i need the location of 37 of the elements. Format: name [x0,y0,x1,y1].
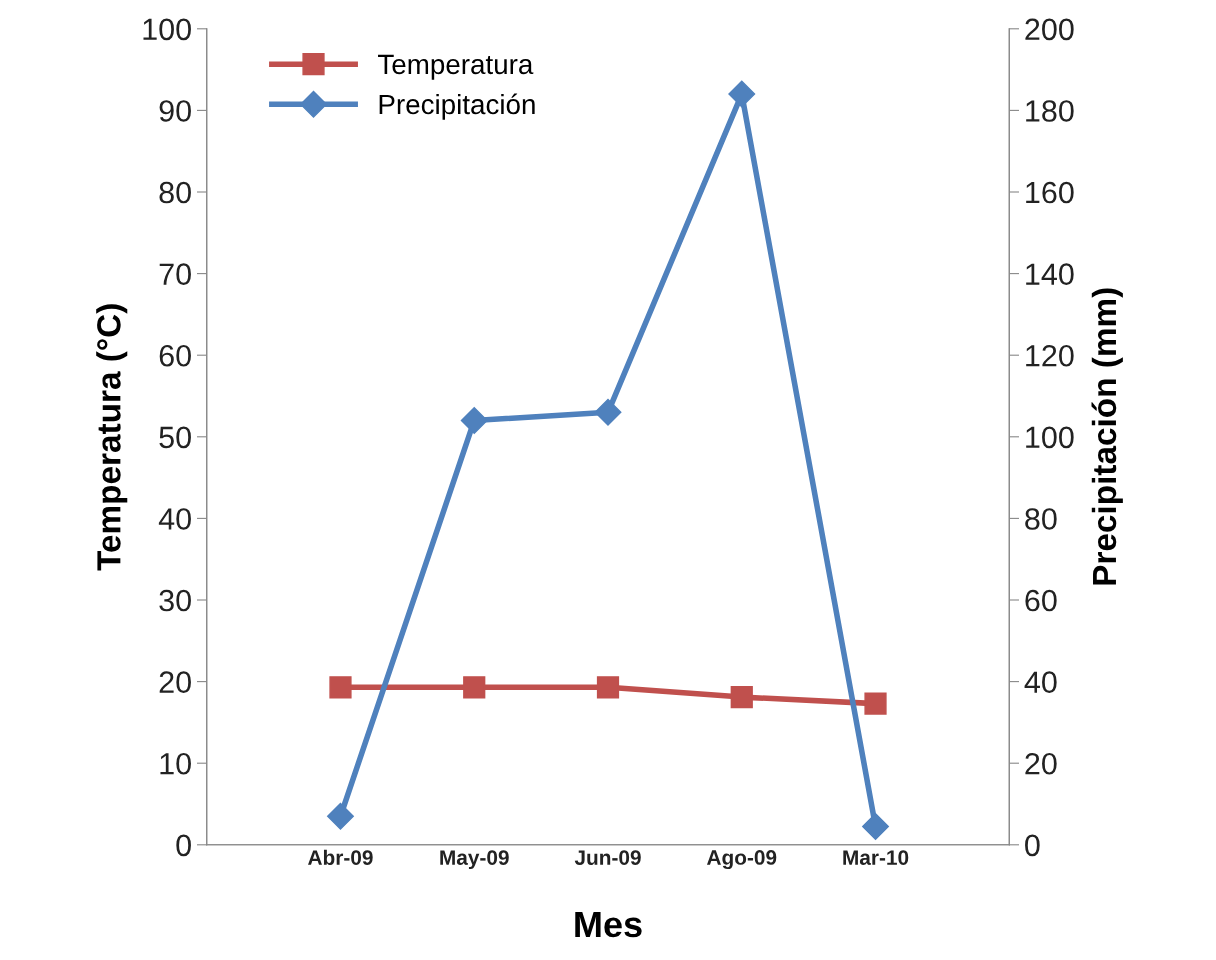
x-tick-label: Abr-09 [308,849,373,865]
legend-label: Temperatura [378,54,534,80]
y2-tick-label: 160 [1026,181,1074,204]
x-tick-label: Jun-09 [574,850,641,865]
y2-tick-label: 180 [1026,100,1074,122]
y2-axis-title: Precipitación (mm) [1091,288,1123,585]
y2-tick-label: 60 [1025,589,1057,612]
y-tick-label: 90 [159,100,191,122]
y2-tick-label: 0 [1025,834,1040,857]
y2-tick-label: 80 [1025,508,1057,530]
y-axis-title: Temperatura (°C) [96,304,128,571]
point [862,812,889,840]
y2-tick-label: 100 [1026,426,1074,449]
point [728,80,756,108]
y-tick-label: 70 [159,263,191,285]
legend-label: Precipitación [379,93,535,120]
y-tick-label: 100 [143,18,191,41]
x-tick-label: Mar-10 [843,850,909,865]
y-tick-label: 10 [160,752,191,775]
y-tick-label: 0 [176,834,191,857]
point [327,802,354,830]
y2-tick-label: 20 [1025,752,1057,775]
y-tick-label: 60 [159,344,191,367]
y-tick-label: 20 [159,671,191,693]
y2-tick-label: 200 [1025,18,1074,41]
y2-tick-label: 120 [1026,344,1074,367]
y2-tick-label: 140 [1026,263,1074,285]
y-tick-label: 80 [159,181,191,204]
y-tick-label: 30 [159,589,191,612]
x-tick-label: Ago-09 [706,850,777,870]
y-tick-label: 50 [159,426,191,449]
x-tick-label: May-09 [440,850,509,870]
y2-tick-label: 40 [1024,671,1057,693]
point [460,407,488,434]
x-axis-title: Mes [575,912,642,938]
y-tick-label: 40 [158,508,191,530]
point [594,398,622,426]
